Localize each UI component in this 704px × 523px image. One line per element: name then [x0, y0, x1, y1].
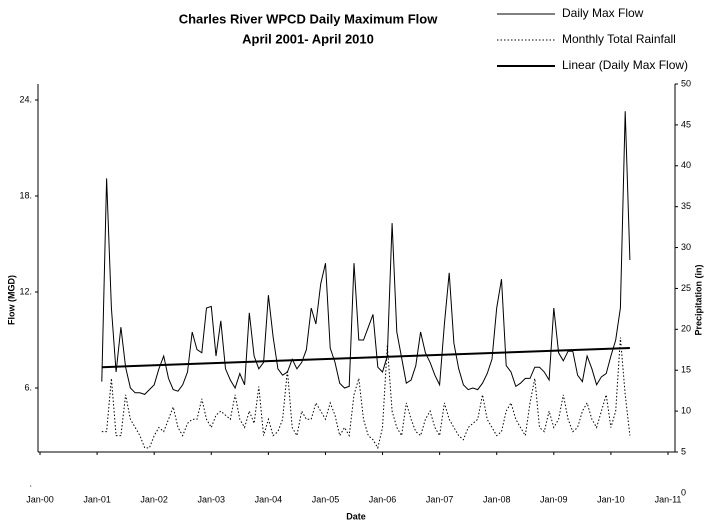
x-tick-label: Jan-01 [83, 494, 111, 504]
y-tick-label: . [29, 478, 32, 488]
y2-tick-label: 30 [681, 242, 691, 252]
x-tick-label: Jan-00 [26, 494, 54, 504]
x-tick-label: Jan-02 [140, 494, 168, 504]
y-tick-label: 6. [24, 382, 32, 392]
y2-tick-label: 40 [681, 160, 691, 170]
y2-tick-label: 10 [681, 405, 691, 415]
x-tick-label: Jan-06 [369, 494, 397, 504]
y2-axis-label: Precipitation (in) [693, 264, 703, 335]
y2-tick-label: 25 [681, 283, 691, 293]
x-axis-label: Date [346, 511, 366, 521]
y-tick-label: 12. [19, 286, 32, 296]
x-tick-label: Jan-04 [255, 494, 283, 504]
y2-tick-label: 35 [681, 201, 691, 211]
legend-label: Daily Max Flow [562, 6, 644, 20]
y2-tick-label: 45 [681, 119, 691, 129]
x-tick-label: Jan-11 [655, 494, 682, 504]
chart-subtitle: April 2001- April 2010 [242, 31, 374, 46]
x-tick-label: Jan-03 [198, 494, 226, 504]
series-line [101, 347, 630, 369]
y2-tick-label: 15 [681, 365, 691, 375]
legend-label: Linear (Daily Max Flow) [562, 58, 688, 72]
chart-title: Charles River WPCD Daily Maximum Flow [179, 11, 439, 26]
y-axis-label: Flow (MGD) [6, 275, 16, 325]
x-tick-label: Jan-09 [540, 494, 568, 504]
y2-tick-label: 50 [681, 78, 691, 88]
y2-tick-label: 5 [681, 446, 686, 456]
y-tick-label: 24. [19, 94, 32, 104]
x-tick-label: Jan-07 [426, 494, 454, 504]
x-tick-label: Jan-08 [483, 494, 511, 504]
legend-label: Monthly Total Rainfall [562, 32, 676, 46]
y2-tick-label: 0 [681, 487, 686, 497]
x-tick-label: Jan-05 [312, 494, 340, 504]
y-tick-label: 18. [19, 190, 32, 200]
series-line [101, 337, 631, 450]
x-tick-label: Jan-10 [597, 494, 625, 504]
series-line [101, 111, 631, 395]
y2-tick-label: 20 [681, 324, 691, 334]
